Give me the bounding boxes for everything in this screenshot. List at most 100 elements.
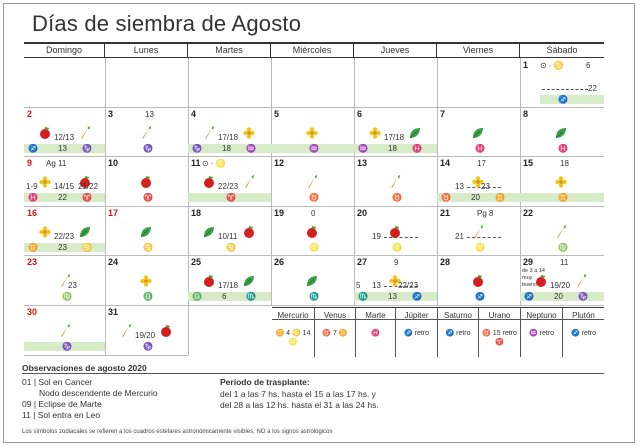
planet-name: Mercurio — [277, 311, 309, 320]
moon-phase: Ag 11 — [46, 159, 67, 168]
hour-fraction: 17/18 — [384, 133, 405, 142]
planet-cell: Venus ♉ 7 ♊ — [314, 307, 355, 357]
root-icon — [388, 175, 402, 194]
transplant-strip — [520, 292, 604, 301]
planet-name: Plutón — [572, 311, 595, 320]
day-number: 17 — [108, 208, 119, 218]
moon-phase: 13 — [145, 110, 154, 119]
day-cell[interactable]: 22 ♍ — [520, 206, 604, 255]
day-cell[interactable]: 7 ♓ — [437, 107, 520, 156]
day-cell[interactable]: 19 0 ♌ — [271, 206, 354, 255]
moon-phase: 0 — [311, 209, 316, 218]
root-icon — [58, 324, 72, 343]
hour-fraction: 12/13 — [54, 133, 75, 142]
weekday-header: Miércoles — [271, 44, 354, 57]
leaf-icon — [408, 126, 422, 145]
day-cell[interactable]: 30 ♑ — [24, 305, 105, 355]
flower-icon — [368, 126, 382, 145]
planets-mid-rule — [272, 319, 604, 320]
fruit-icon — [471, 274, 485, 293]
day-number: 16 — [27, 208, 38, 218]
day-cell[interactable]: 15 18 ♊ — [520, 156, 604, 206]
planet-value: ♐ retro — [570, 330, 597, 337]
range-label: 13 — [455, 182, 464, 191]
zodiac-sign: ♓ — [475, 144, 485, 153]
day-cell[interactable]: 2 12/13 ♐ 13 ♑ — [24, 107, 105, 156]
root-icon — [554, 225, 568, 244]
zodiac-sign: ♐ — [558, 95, 568, 104]
grid-row-line — [24, 206, 604, 207]
day-number: 21 — [440, 208, 451, 218]
day-cell[interactable]: 23 23 ♍ — [24, 255, 105, 305]
planet-value: ♓ — [371, 330, 380, 337]
zodiac-sign: ♏ — [246, 292, 256, 301]
observation-item: 11 | Sol entra en Leo — [22, 410, 101, 420]
day-cell[interactable]: 13 ♉ — [354, 156, 437, 206]
day-cell[interactable]: 27 9 5 13 22/23 ♏ 13 ♐ — [354, 255, 437, 305]
leaf-icon — [202, 225, 216, 244]
day-number: 1 — [523, 60, 529, 70]
hour-fraction: 19/20 — [550, 281, 571, 290]
day-cell[interactable]: 9 Ag 11 1-9 14/15 21/22 ♓ 22 ♈ — [24, 156, 105, 206]
day-cell[interactable]: 1 ⊙ · ♋ 6 22 ♐ — [520, 58, 604, 107]
zodiac-sign: ♈ — [226, 193, 236, 202]
transplant-strip — [354, 292, 437, 301]
day-cell[interactable]: 29 11 de 3 a 14 muy bueno 19/20 ♐ 20 ♑ — [520, 255, 604, 305]
day-cell[interactable]: 16 22/23 ♊ 23 ♋ — [24, 206, 105, 255]
fruit-icon — [202, 274, 216, 293]
day-cell[interactable]: 8 ♓ — [520, 107, 604, 156]
day-cell[interactable]: 17 ♋ — [105, 206, 188, 255]
grid-row-line — [24, 156, 604, 157]
day-cell[interactable]: 12 ♉ — [271, 156, 354, 206]
day-cell[interactable]: 6 17/18 ♒ 18 ♓ — [354, 107, 437, 156]
weekday-header: Martes — [188, 44, 271, 57]
zodiac-sign: ♑ — [578, 292, 588, 301]
grid-col-line — [437, 58, 438, 305]
transplant-strip — [437, 193, 520, 202]
day-cell[interactable]: 11 ⊙ · ♌ 22/23 ♈ — [188, 156, 271, 206]
day-number: 26 — [274, 257, 285, 267]
fruit-icon — [388, 225, 402, 244]
day-number: 27 — [357, 257, 368, 267]
leaf-icon — [305, 274, 319, 293]
zodiac-sign: ♐ — [524, 292, 534, 301]
day-cell[interactable]: 20 19 ♌ — [354, 206, 437, 255]
range-label: 21 — [455, 232, 464, 241]
leaf-icon — [471, 126, 485, 145]
header-top-rule — [24, 42, 604, 44]
day-cell[interactable]: 18 10/11 ♋ — [188, 206, 271, 255]
leaf-icon — [139, 225, 153, 244]
zodiac-sign: ♏ — [309, 292, 319, 301]
zodiac-sign: 20 — [471, 193, 480, 202]
hour-fraction: 17/18 — [218, 133, 239, 142]
day-number: 4 — [191, 109, 197, 119]
zodiac-sign: 23 — [58, 243, 67, 252]
day-cell[interactable]: 26 ♏ — [271, 255, 354, 305]
zodiac-sign: 18 — [222, 144, 231, 153]
day-cell[interactable]: 24 ♎ — [105, 255, 188, 305]
day-cell[interactable]: 31 19/20 ♑ — [105, 305, 188, 355]
root-icon — [58, 274, 72, 293]
planet-name: Neptuno — [526, 311, 557, 320]
day-cell[interactable]: 3 13 ♑ — [105, 107, 188, 156]
zodiac-sign: ♉ — [441, 193, 451, 202]
flower-icon — [38, 175, 52, 194]
root-icon — [202, 126, 216, 145]
day-cell[interactable]: 14 17 13 23 ♉ 20 ♊ — [437, 156, 520, 206]
zodiac-sign: ♑ — [62, 342, 72, 351]
day-number: 7 — [440, 109, 446, 119]
day-cell[interactable]: 25 17/18 ♎ 6 ♏ — [188, 255, 271, 305]
planet-value: ♐ retro — [445, 330, 471, 337]
day-cell[interactable]: 28 ♐ — [437, 255, 520, 305]
day-cell[interactable]: 5 ♒ — [271, 107, 354, 156]
zodiac-sign: 22 — [58, 193, 67, 202]
day-cell[interactable]: 10 ♈ — [105, 156, 188, 206]
day-cell[interactable]: 21 Pg 8 21 ♌ — [437, 206, 520, 255]
transplant-strip — [540, 95, 604, 104]
grid-row-line — [24, 255, 604, 256]
grid-col-line — [520, 58, 521, 305]
zodiac-sign: ♊ — [495, 193, 505, 202]
day-cell[interactable]: 4 17/18 ♑ 18 ♒ — [188, 107, 271, 156]
zodiac-sign: ♑ — [192, 144, 202, 153]
planet-name: Saturno — [443, 311, 473, 320]
